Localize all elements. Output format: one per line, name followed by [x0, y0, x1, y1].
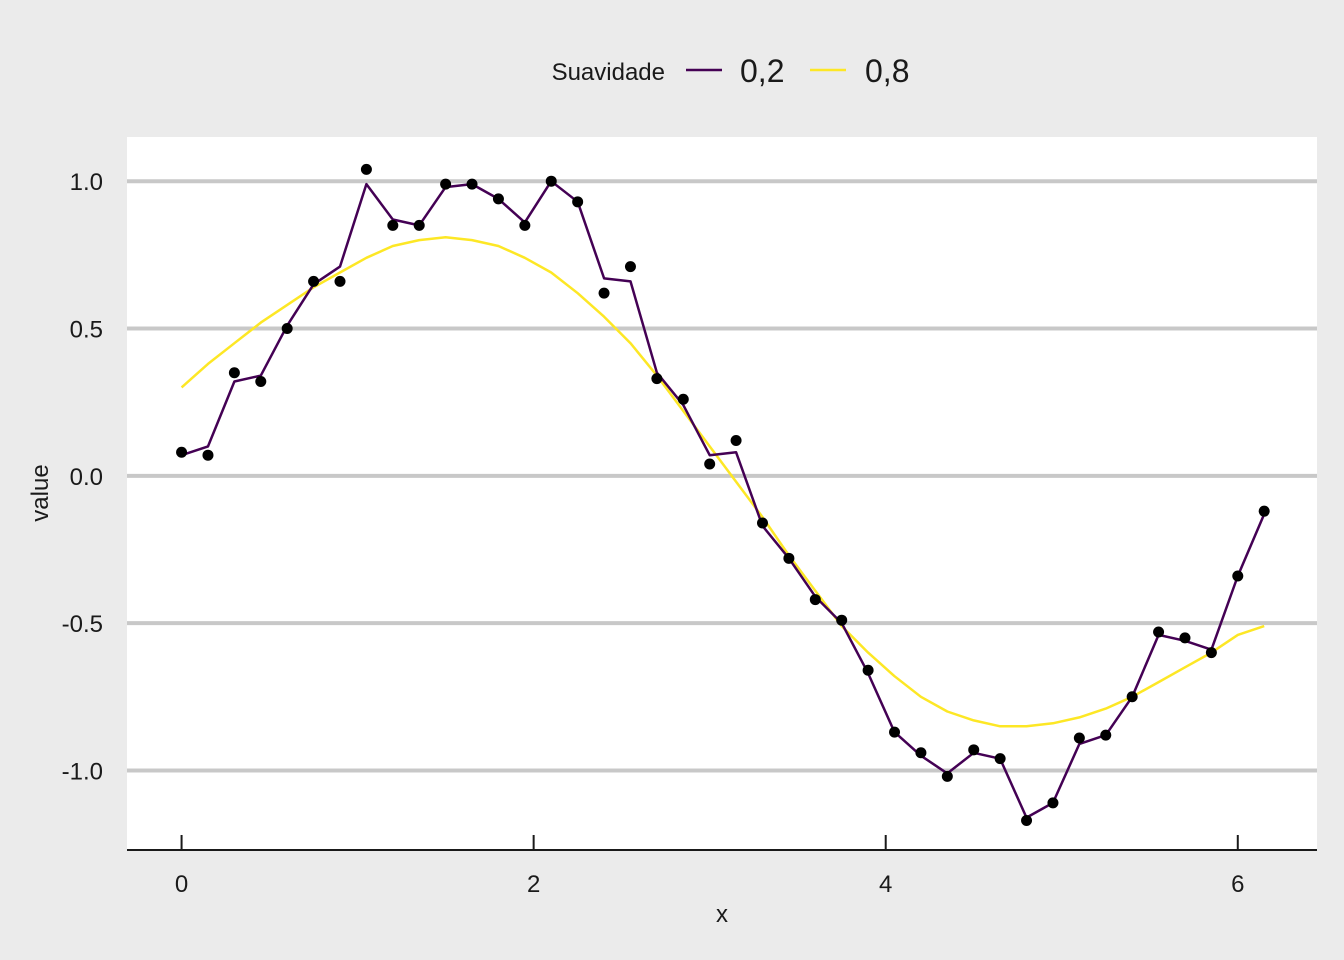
data-points: [176, 163, 1270, 827]
data-point: [598, 287, 610, 299]
data-point: [228, 367, 240, 379]
data-point: [783, 552, 795, 564]
y-axis-title: value: [27, 464, 54, 521]
plot-panel: [127, 137, 1317, 850]
data-point: [1021, 815, 1033, 827]
gridlines: [127, 179, 1317, 773]
y-axis-ticks: 1.0 0.5 0.0 -0.5 -1.0: [62, 169, 103, 785]
y-tick-label: 0.0: [70, 464, 103, 491]
data-point: [862, 664, 874, 676]
x-tick-label: 6: [1231, 871, 1244, 898]
data-point: [1258, 505, 1270, 517]
data-point: [360, 163, 372, 175]
data-point: [1153, 626, 1165, 638]
data-point: [334, 275, 346, 287]
data-point: [413, 219, 425, 231]
x-axis-ticks: 0 2 4 6: [175, 835, 1244, 898]
data-point: [677, 393, 689, 405]
data-point: [651, 373, 663, 385]
data-point: [1073, 732, 1085, 744]
data-point: [624, 261, 636, 273]
y-tick-label: -1.0: [62, 758, 103, 785]
data-point: [704, 458, 716, 470]
legend: Suavidade 0,2 0,8: [552, 53, 910, 89]
data-point: [1126, 691, 1138, 703]
y-tick-label: 1.0: [70, 169, 103, 196]
data-point: [941, 770, 953, 782]
data-point: [466, 178, 478, 190]
data-point: [1100, 729, 1112, 741]
data-point: [572, 196, 584, 208]
x-axis-title: x: [716, 901, 728, 928]
y-tick-label: -0.5: [62, 611, 103, 638]
data-point: [255, 376, 267, 388]
data-point: [308, 275, 320, 287]
data-point: [519, 219, 531, 231]
data-point: [809, 594, 821, 606]
legend-title: Suavidade: [552, 59, 665, 86]
data-point: [545, 175, 557, 187]
data-point: [281, 323, 293, 335]
series-lines: [180, 179, 1266, 819]
data-point: [915, 747, 927, 759]
data-point: [968, 744, 980, 756]
data-point: [202, 449, 214, 461]
data-point: [440, 178, 452, 190]
data-point: [1205, 647, 1217, 659]
data-point: [756, 517, 768, 529]
series-line-0-8: [180, 235, 1265, 728]
data-point: [836, 614, 848, 626]
data-point: [176, 446, 188, 458]
x-tick-label: 2: [527, 871, 540, 898]
data-point: [994, 753, 1006, 765]
y-tick-label: 0.5: [70, 317, 103, 344]
data-point: [1047, 797, 1059, 809]
x-tick-label: 4: [879, 871, 892, 898]
data-point: [1232, 570, 1244, 582]
data-point: [889, 726, 901, 738]
data-point: [492, 193, 504, 205]
data-point: [387, 219, 399, 231]
series-line-0-2: [181, 179, 1266, 819]
x-tick-label: 0: [175, 871, 188, 898]
data-point: [730, 434, 742, 446]
legend-label-1: 0,8: [865, 53, 909, 89]
data-point: [1179, 632, 1191, 644]
legend-label-0: 0,2: [740, 53, 784, 89]
